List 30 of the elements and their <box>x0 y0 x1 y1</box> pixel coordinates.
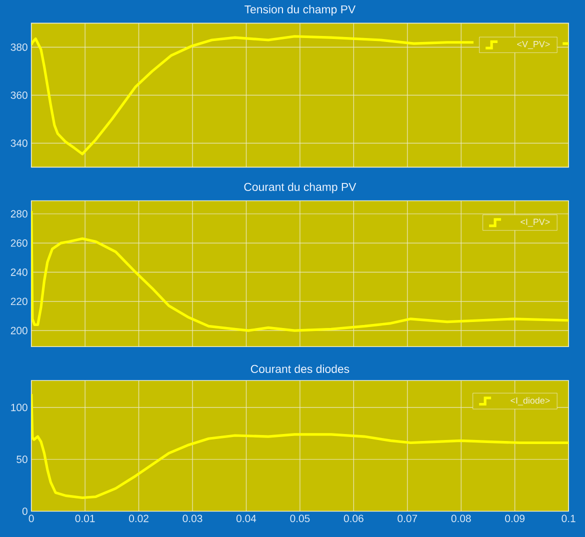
x-tick-label: 0.02 <box>129 514 148 522</box>
y-tick-label: 0 <box>22 507 28 515</box>
line-series <box>31 209 569 332</box>
x-tick-label: 0.07 <box>398 514 418 522</box>
y-tick-label: 220 <box>10 298 28 305</box>
x-tick-label: 0.06 <box>344 514 364 522</box>
y-tick-label: 360 <box>10 91 28 99</box>
y-tick-label: 340 <box>10 139 28 147</box>
y-tick-label: 380 <box>10 43 28 51</box>
x-tick-label: 0.04 <box>236 514 256 522</box>
x-tick-label: 0.09 <box>505 514 525 522</box>
chart-title: Courant des diodes <box>250 364 350 373</box>
legend-label: <I_diode> <box>510 396 550 406</box>
legend-label: <I_PV> <box>520 218 550 226</box>
y-tick-label: 100 <box>11 404 28 411</box>
x-tick-label: 0.08 <box>451 514 471 522</box>
x-tick-label: 0.03 <box>182 514 202 522</box>
x-tick-label: 0.05 <box>290 514 310 522</box>
y-tick-label: 240 <box>10 268 28 276</box>
y-tick-label: 280 <box>10 210 28 218</box>
line-series <box>31 392 569 499</box>
chart-title: Tension du champ PV <box>244 4 356 16</box>
legend-label: <V_PV> <box>517 40 550 49</box>
chart-title: Courant du champ PV <box>244 182 356 194</box>
y-tick-label: 260 <box>10 239 28 247</box>
y-tick-label: 200 <box>10 326 28 334</box>
y-tick-label: 50 <box>16 455 28 463</box>
x-tick-label: 0 <box>28 514 34 522</box>
x-tick-label: 0.1 <box>562 514 576 522</box>
x-tick-label: 0.01 <box>75 514 95 522</box>
